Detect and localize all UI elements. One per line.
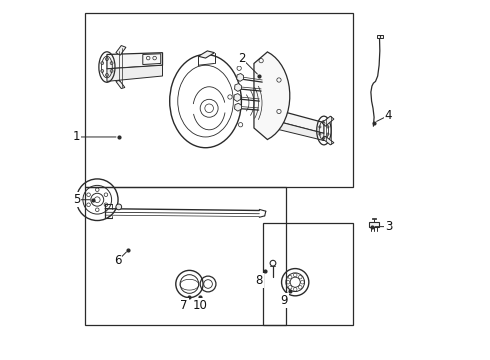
Text: 6: 6 [114,254,122,267]
Text: 10: 10 [193,299,208,312]
Polygon shape [235,103,242,111]
Polygon shape [107,53,163,69]
Polygon shape [198,51,215,58]
Polygon shape [116,45,126,55]
Text: 1: 1 [73,130,80,144]
Polygon shape [237,73,244,81]
Text: 4: 4 [385,109,392,122]
Polygon shape [258,116,324,140]
Polygon shape [234,94,241,102]
Polygon shape [368,222,379,227]
Text: 5: 5 [73,193,80,206]
Text: 8: 8 [256,274,263,287]
Polygon shape [116,80,125,89]
Circle shape [116,204,122,210]
Text: 3: 3 [385,220,392,233]
Polygon shape [258,105,324,134]
Text: 2: 2 [238,51,245,64]
Polygon shape [322,136,334,145]
Polygon shape [322,116,334,126]
Polygon shape [254,52,290,140]
Polygon shape [377,35,383,39]
Polygon shape [235,84,242,91]
Text: 9: 9 [281,294,288,307]
Polygon shape [143,54,161,64]
Polygon shape [107,65,163,81]
Text: 7: 7 [180,299,188,312]
Polygon shape [372,218,376,220]
